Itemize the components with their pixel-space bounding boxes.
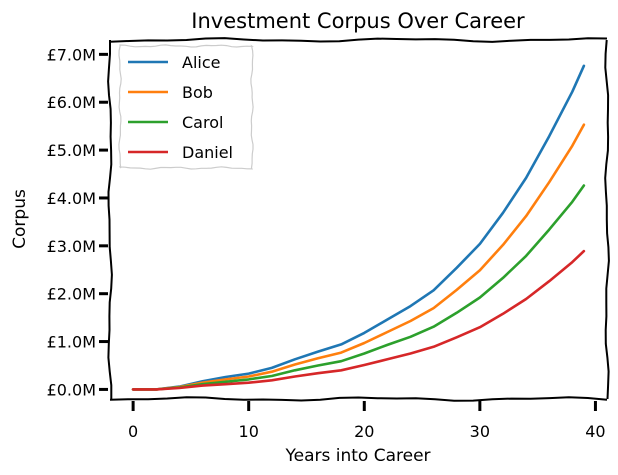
x-tick-label: 10: [239, 422, 259, 441]
legend-label-bob: Bob: [182, 83, 213, 102]
x-axis: 0 10 20 30 40: [128, 401, 606, 441]
frame-right: [604, 39, 610, 400]
legend-label-daniel: Daniel: [182, 143, 233, 162]
y-tick-label: £2.0M: [47, 285, 96, 304]
x-axis-label: Years into Career: [284, 446, 430, 466]
x-tick-label: 0: [128, 422, 138, 441]
x-tick-label: 20: [354, 422, 374, 441]
frame-left: [107, 40, 113, 399]
x-tick-label: 40: [585, 422, 605, 441]
series-line-carol: [131, 184, 586, 391]
frame-bottom: [109, 396, 608, 402]
series-line-daniel: [131, 249, 586, 391]
chart-title: Investment Corpus Over Career: [191, 9, 525, 33]
legend: Alice Bob Carol Daniel: [118, 44, 254, 170]
y-tick-label: £3.0M: [47, 237, 96, 256]
plot-area: [107, 37, 610, 402]
y-tick-label: £6.0M: [47, 93, 96, 112]
y-tick-label: £4.0M: [47, 189, 96, 208]
legend-label-carol: Carol: [182, 113, 223, 132]
y-axis: £0.0M £1.0M £2.0M £3.0M £4.0M £5.0M £6.0M £7.0M: [47, 45, 108, 399]
x-tick-label: 30: [470, 422, 490, 441]
legend-box: [118, 44, 254, 170]
y-axis-label: Corpus: [10, 189, 30, 249]
y-tick-label: £0.0M: [47, 380, 96, 399]
y-tick-label: £7.0M: [47, 45, 96, 64]
frame-top: [109, 37, 608, 43]
y-tick-label: £5.0M: [47, 141, 96, 160]
series-line-alice: [131, 64, 586, 391]
y-tick-label: £1.0M: [47, 333, 96, 352]
series-line-bob: [131, 123, 586, 391]
legend-label-alice: Alice: [182, 53, 220, 72]
